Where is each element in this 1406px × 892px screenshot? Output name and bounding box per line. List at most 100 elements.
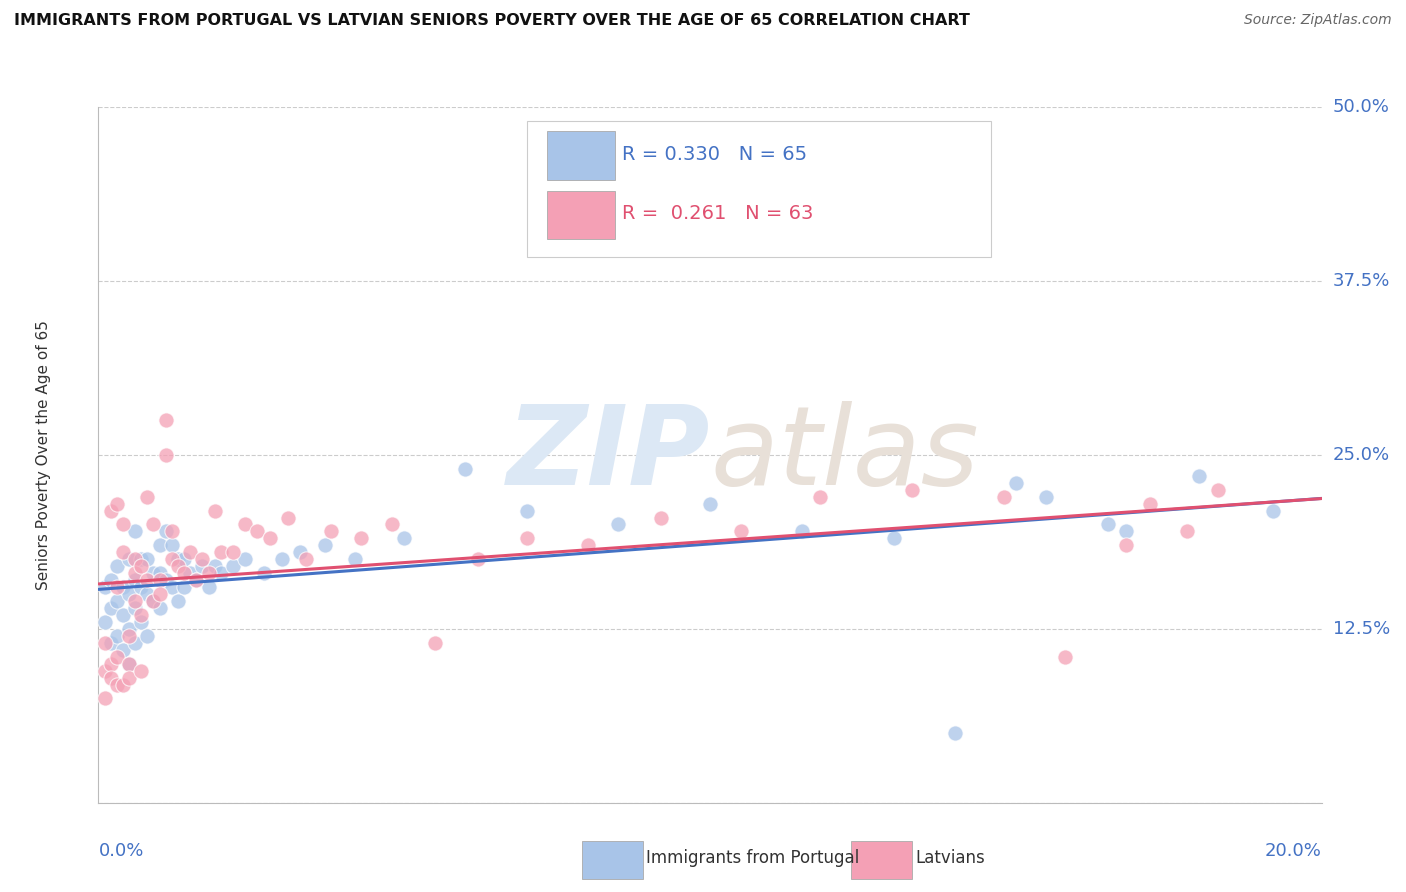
Point [100, 601, 122, 615]
Point [111, 642, 134, 657]
Point [1139, 497, 1161, 511]
Point [100, 573, 122, 587]
FancyBboxPatch shape [547, 191, 614, 239]
FancyBboxPatch shape [851, 841, 912, 880]
Text: 25.0%: 25.0% [1333, 446, 1391, 464]
Point [1097, 517, 1119, 532]
Point [129, 615, 152, 629]
Text: Immigrants from Portugal: Immigrants from Portugal [647, 849, 859, 867]
Point [124, 594, 146, 608]
Point [118, 671, 141, 685]
Point [319, 524, 342, 539]
Text: 50.0%: 50.0% [1333, 98, 1389, 116]
Point [790, 524, 813, 539]
Point [233, 552, 256, 566]
Point [167, 552, 190, 566]
Text: Latvians: Latvians [915, 849, 986, 867]
Point [160, 524, 183, 539]
Point [93, 615, 115, 629]
Point [1261, 503, 1284, 517]
Point [650, 510, 672, 524]
Point [699, 497, 721, 511]
Point [191, 552, 214, 566]
Point [118, 657, 141, 671]
Point [93, 691, 115, 706]
Point [209, 545, 232, 559]
Point [167, 559, 190, 574]
Point [129, 552, 152, 566]
Point [93, 580, 115, 594]
Point [277, 510, 299, 524]
Point [1206, 483, 1229, 497]
Point [943, 726, 966, 740]
Point [607, 517, 630, 532]
Point [197, 566, 219, 581]
Point [160, 552, 183, 566]
Point [516, 503, 538, 517]
Point [105, 677, 128, 691]
Point [105, 594, 128, 608]
Point [252, 566, 274, 581]
Point [111, 607, 134, 622]
Point [124, 552, 146, 566]
Point [314, 538, 336, 552]
Point [173, 566, 195, 581]
Point [149, 601, 172, 615]
Point [124, 524, 146, 539]
Point [118, 629, 141, 643]
Point [100, 657, 122, 671]
Point [129, 607, 152, 622]
Point [142, 594, 165, 608]
Point [136, 573, 159, 587]
Point [129, 664, 152, 678]
FancyBboxPatch shape [526, 121, 991, 257]
Point [118, 622, 141, 636]
Point [155, 413, 177, 427]
Point [111, 677, 134, 691]
Point [124, 601, 146, 615]
Point [222, 545, 245, 559]
Point [576, 538, 599, 552]
Point [350, 532, 373, 546]
Text: R =  0.261   N = 63: R = 0.261 N = 63 [621, 204, 813, 223]
Point [209, 566, 232, 581]
Point [124, 573, 146, 587]
Point [129, 559, 152, 574]
Point [136, 490, 159, 504]
Point [186, 573, 208, 587]
Point [111, 517, 134, 532]
Point [392, 532, 416, 546]
Point [93, 636, 115, 650]
Point [111, 580, 134, 594]
Point [149, 573, 172, 587]
Point [883, 532, 905, 546]
Point [124, 566, 146, 581]
Point [1188, 468, 1211, 483]
Point [155, 448, 177, 462]
Text: 0.0%: 0.0% [98, 842, 143, 860]
Point [100, 636, 122, 650]
Point [155, 524, 177, 539]
Point [149, 538, 172, 552]
Text: R = 0.330   N = 65: R = 0.330 N = 65 [621, 145, 807, 164]
Point [179, 545, 201, 559]
Point [1053, 649, 1076, 664]
Point [197, 580, 219, 594]
Text: ZIP: ZIP [506, 401, 710, 508]
Point [290, 545, 312, 559]
Point [259, 532, 281, 546]
Point [136, 587, 159, 601]
Point [730, 524, 752, 539]
Point [142, 566, 165, 581]
Point [118, 552, 141, 566]
Point [136, 629, 159, 643]
Point [222, 559, 245, 574]
Point [142, 594, 165, 608]
Point [423, 636, 446, 650]
Point [118, 587, 141, 601]
Point [160, 538, 183, 552]
Point [105, 559, 128, 574]
Point [295, 552, 318, 566]
Point [1004, 475, 1026, 490]
Point [808, 490, 831, 504]
